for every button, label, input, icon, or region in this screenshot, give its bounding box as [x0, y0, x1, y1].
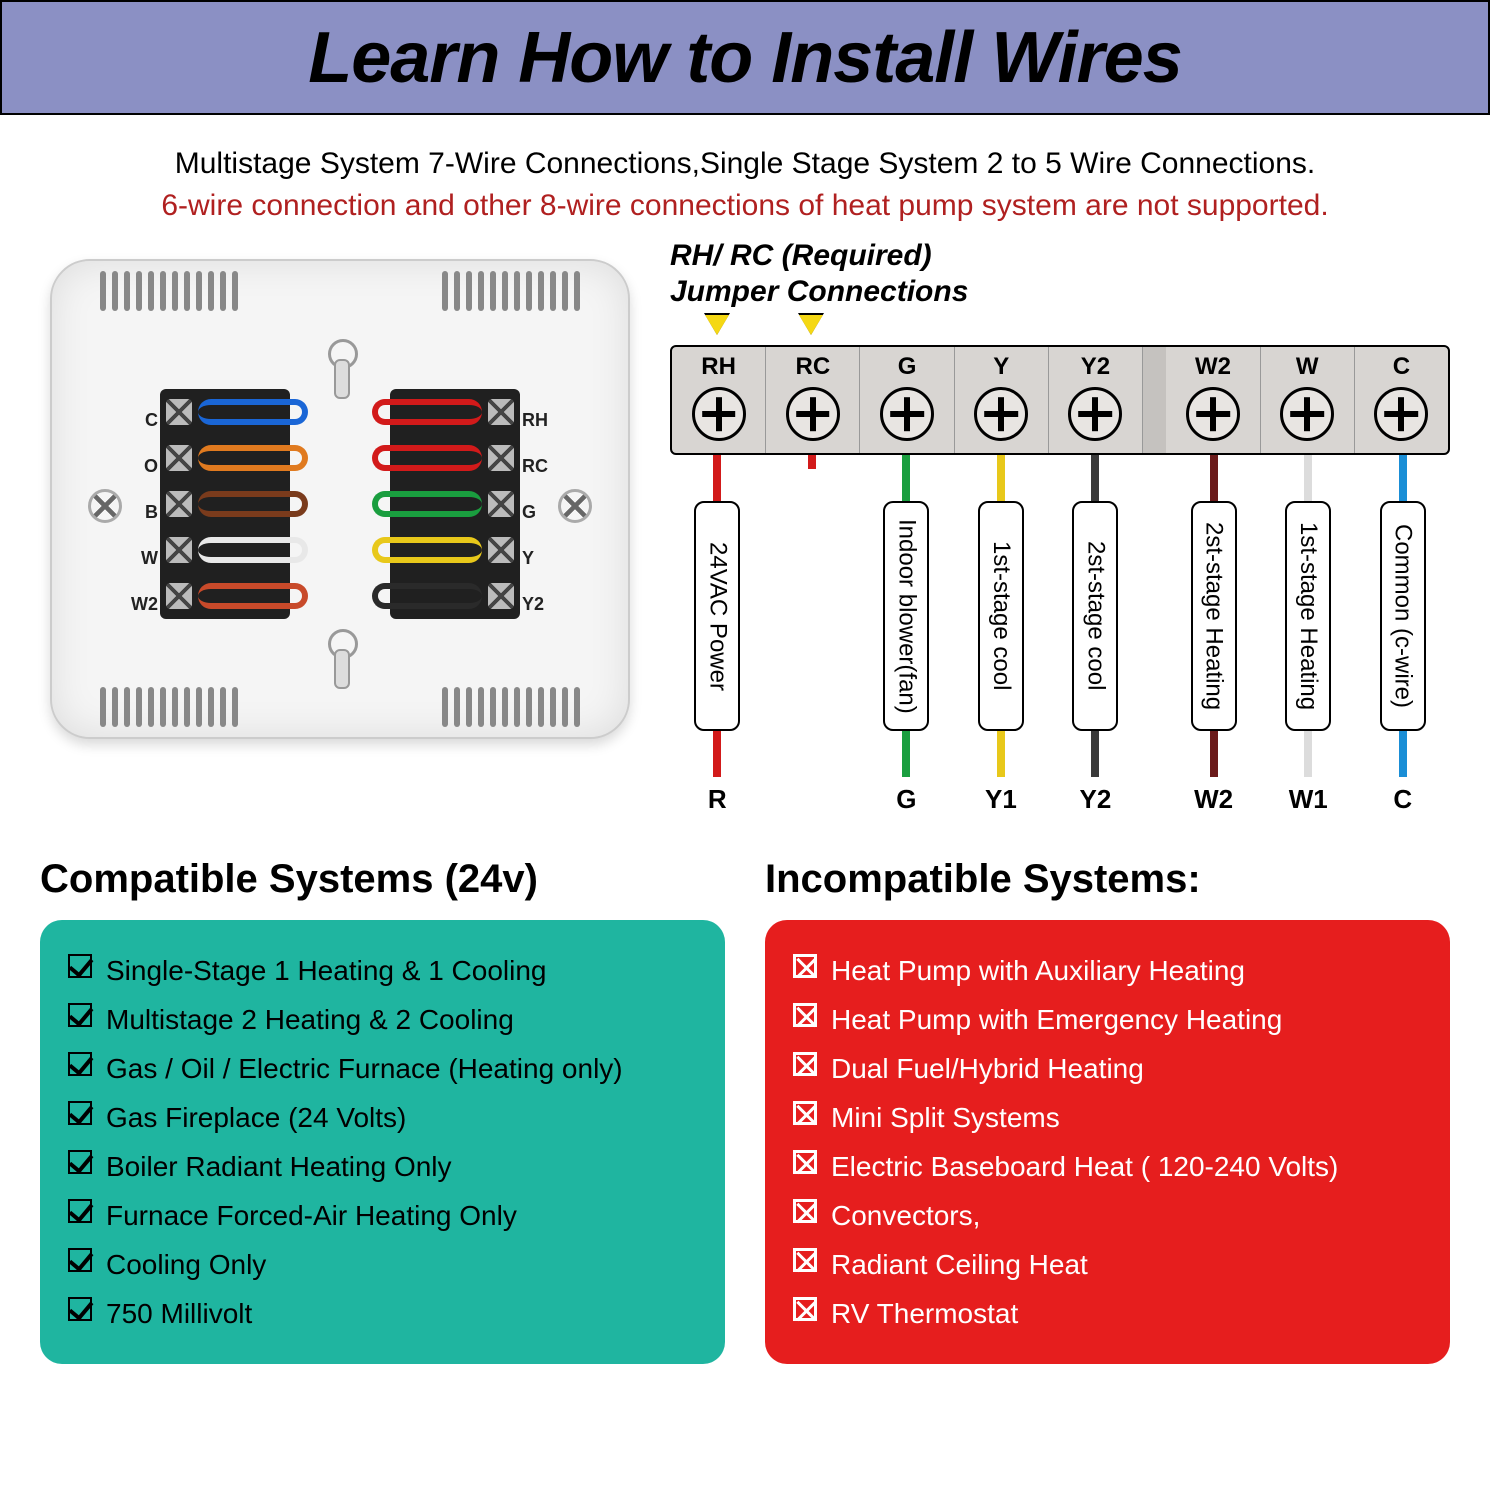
terminal-Y2: Y2 — [1049, 347, 1143, 453]
incompat-item: Convectors, — [793, 1191, 1422, 1240]
incompat-item: Heat Pump with Emergency Heating — [793, 995, 1422, 1044]
wire-Y: 1st-stage coolY1 — [954, 455, 1049, 815]
wire-Y2: 2st-stage coolY2 — [1048, 455, 1143, 815]
diagram-header: RH/ RC (Required) — [670, 239, 1450, 273]
diagram-subheader: Jumper Connections — [670, 275, 1450, 309]
x-icon — [793, 1003, 817, 1027]
incompat-item: Heat Pump with Auxiliary Heating — [793, 946, 1422, 995]
incompat-item: Mini Split Systems — [793, 1093, 1422, 1142]
check-icon — [68, 1003, 92, 1027]
incompat-item: RV Thermostat — [793, 1289, 1422, 1338]
incompatible-title: Incompatible Systems: — [765, 857, 1450, 902]
compat-item: Boiler Radiant Heating Only — [68, 1142, 697, 1191]
left-terminal-labels: COBWW2 — [118, 397, 158, 627]
x-icon — [793, 1150, 817, 1174]
x-icon — [793, 954, 817, 978]
terminal-C: C — [1355, 347, 1448, 453]
x-icon — [793, 1297, 817, 1321]
wiring-diagram: RH/ RC (Required) Jumper Connections RHR… — [670, 239, 1450, 829]
terminal-RC: RC — [766, 347, 860, 453]
terminal-W: W — [1261, 347, 1355, 453]
wire-W: 1st-stage HeatingW1 — [1261, 455, 1356, 815]
check-icon — [68, 1297, 92, 1321]
terminal-W2: W2 — [1166, 347, 1260, 453]
wire-RH: 24VAC PowerR — [670, 455, 765, 815]
subtitle-line2: 6-wire connection and other 8-wire conne… — [40, 185, 1450, 227]
compat-item: Furnace Forced-Air Heating Only — [68, 1191, 697, 1240]
check-icon — [68, 1199, 92, 1223]
wire-G: Indoor blower(fan)G — [859, 455, 954, 815]
compat-item: Gas Fireplace (24 Volts) — [68, 1093, 697, 1142]
compat-item: 750 Millivolt — [68, 1289, 697, 1338]
x-icon — [793, 1248, 817, 1272]
wire-W2: 2st-stage HeatingW2 — [1166, 455, 1261, 815]
wire-drops: 24VAC PowerRIndoor blower(fan)G1st-stage… — [670, 455, 1450, 815]
check-icon — [68, 1101, 92, 1125]
compat-item: Multistage 2 Heating & 2 Cooling — [68, 995, 697, 1044]
subtitle: Multistage System 7-Wire Connections,Sin… — [0, 115, 1490, 239]
jumper-arrows — [670, 315, 1450, 341]
thermostat-photo: COBWW2 RHRCGYY2 — [40, 249, 640, 749]
check-icon — [68, 1052, 92, 1076]
title-bar: Learn How to Install Wires — [0, 0, 1490, 115]
page-title: Learn How to Install Wires — [308, 17, 1182, 99]
right-terminal-labels: RHRCGYY2 — [522, 397, 562, 627]
x-icon — [793, 1101, 817, 1125]
x-icon — [793, 1052, 817, 1076]
incompat-item: Dual Fuel/Hybrid Heating — [793, 1044, 1422, 1093]
wire-C: Common (c-wire)C — [1355, 455, 1450, 815]
wire-RC — [765, 455, 860, 815]
check-icon — [68, 954, 92, 978]
x-icon — [793, 1199, 817, 1223]
terminal-RH: RH — [672, 347, 766, 453]
compat-item: Gas / Oil / Electric Furnace (Heating on… — [68, 1044, 697, 1093]
incompatible-panel: Heat Pump with Auxiliary HeatingHeat Pum… — [765, 920, 1450, 1364]
compatible-title: Compatible Systems (24v) — [40, 857, 725, 902]
left-terminal-block — [160, 389, 290, 619]
incompat-item: Electric Baseboard Heat ( 120-240 Volts) — [793, 1142, 1422, 1191]
subtitle-line1: Multistage System 7-Wire Connections,Sin… — [40, 143, 1450, 185]
terminal-Y: Y — [955, 347, 1049, 453]
compat-item: Cooling Only — [68, 1240, 697, 1289]
check-icon — [68, 1248, 92, 1272]
compatible-panel: Single-Stage 1 Heating & 1 CoolingMultis… — [40, 920, 725, 1364]
check-icon — [68, 1150, 92, 1174]
compat-item: Single-Stage 1 Heating & 1 Cooling — [68, 946, 697, 995]
terminal-G: G — [860, 347, 954, 453]
terminal-strip: RHRCGYY2W2WC — [670, 345, 1450, 455]
incompat-item: Radiant Ceiling Heat — [793, 1240, 1422, 1289]
right-terminal-block — [390, 389, 520, 619]
